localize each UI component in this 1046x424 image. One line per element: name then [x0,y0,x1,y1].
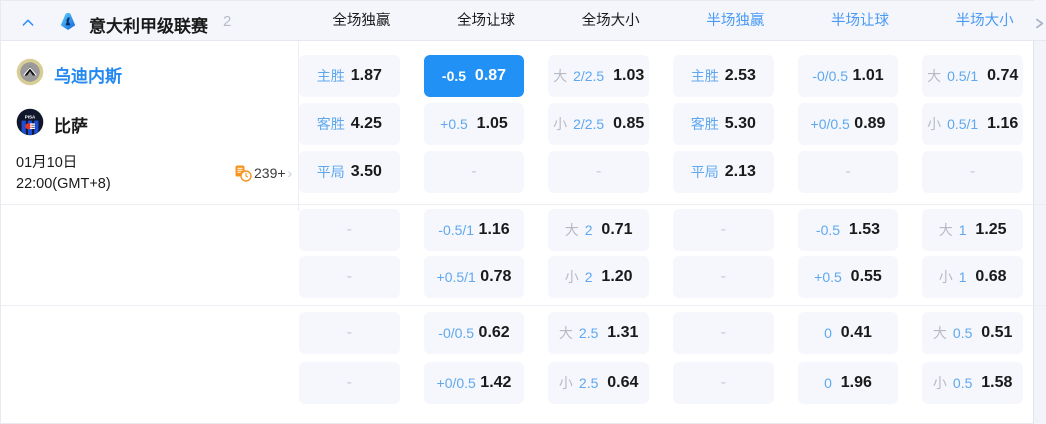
svg-text:PISA: PISA [25,115,36,120]
